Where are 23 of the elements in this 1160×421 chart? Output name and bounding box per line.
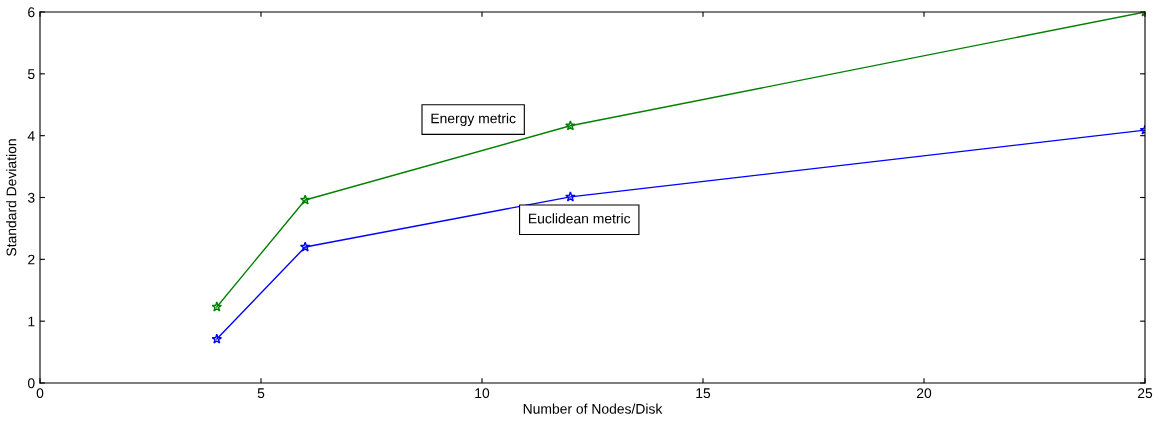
x-tick-label: 5 [257, 388, 265, 399]
x-tick-label: 20 [916, 388, 932, 399]
series-label: Euclidean metric [529, 213, 631, 224]
y-tick-label: 6 [28, 7, 35, 18]
x-tick-label: 0 [36, 388, 44, 399]
y-tick-label: 0 [27, 378, 35, 389]
x-tick-label: 10 [475, 388, 490, 399]
y-tick-label: 4 [27, 131, 35, 141]
point [211, 301, 223, 312]
x-tick-label: 15 [696, 388, 711, 399]
x-axis-title: Number of Nodes/Disk [523, 403, 663, 414]
y-axis-title: Standard Deviation [6, 139, 17, 256]
x-tick-label: 25 [1137, 388, 1153, 399]
y-tick-label: 2 [28, 254, 35, 265]
point [565, 191, 576, 202]
series-label: Energy metric [431, 113, 516, 127]
y-tick-label: 5 [27, 69, 35, 79]
point [299, 194, 311, 205]
y-tick-label: 3 [27, 192, 35, 203]
y-tick-label: 1 [28, 316, 35, 327]
point [565, 120, 576, 131]
point [211, 333, 223, 344]
point [299, 241, 311, 252]
